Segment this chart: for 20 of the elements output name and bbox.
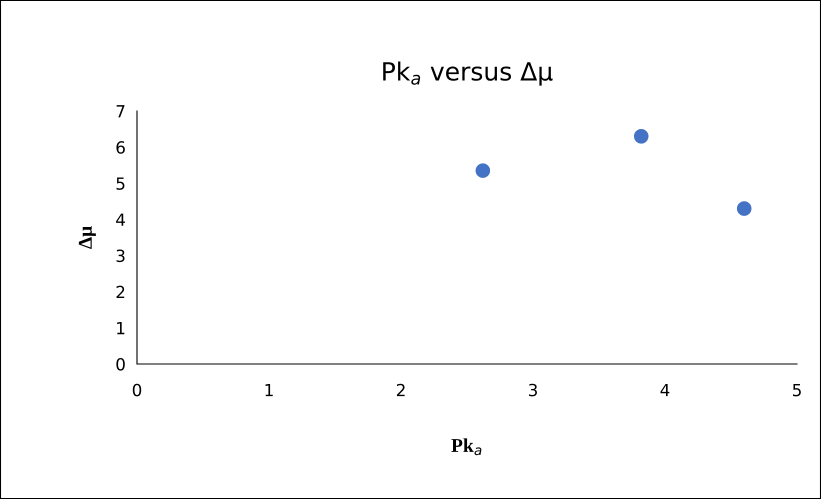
x-tick-label: 2 (396, 384, 405, 396)
y-tick-label: 3 (116, 250, 125, 262)
x-tick-label: 5 (792, 384, 801, 396)
x-tick-label: 3 (528, 384, 537, 396)
y-tick-label: 4 (116, 214, 125, 226)
y-tick-label: 1 (117, 322, 124, 334)
y-tick-label: 0 (116, 358, 125, 371)
x-tick-label: 0 (132, 384, 142, 396)
x-axis-title: Pk$_{a}$ (451, 438, 482, 456)
point (634, 129, 649, 144)
y-tick-label: 7 (116, 105, 124, 118)
y-tick-label: 5 (116, 177, 124, 190)
point (476, 163, 490, 178)
y-tick-label: 2 (116, 286, 124, 298)
x-tick-label: 1 (266, 384, 273, 396)
point (736, 201, 752, 216)
chart-title: Pk$_{a}$ versus Δμ (383, 61, 553, 86)
x-tick-label: 4 (660, 384, 670, 396)
y-axis-title: Δμ (78, 226, 96, 249)
y-tick-label: 6 (116, 141, 125, 154)
